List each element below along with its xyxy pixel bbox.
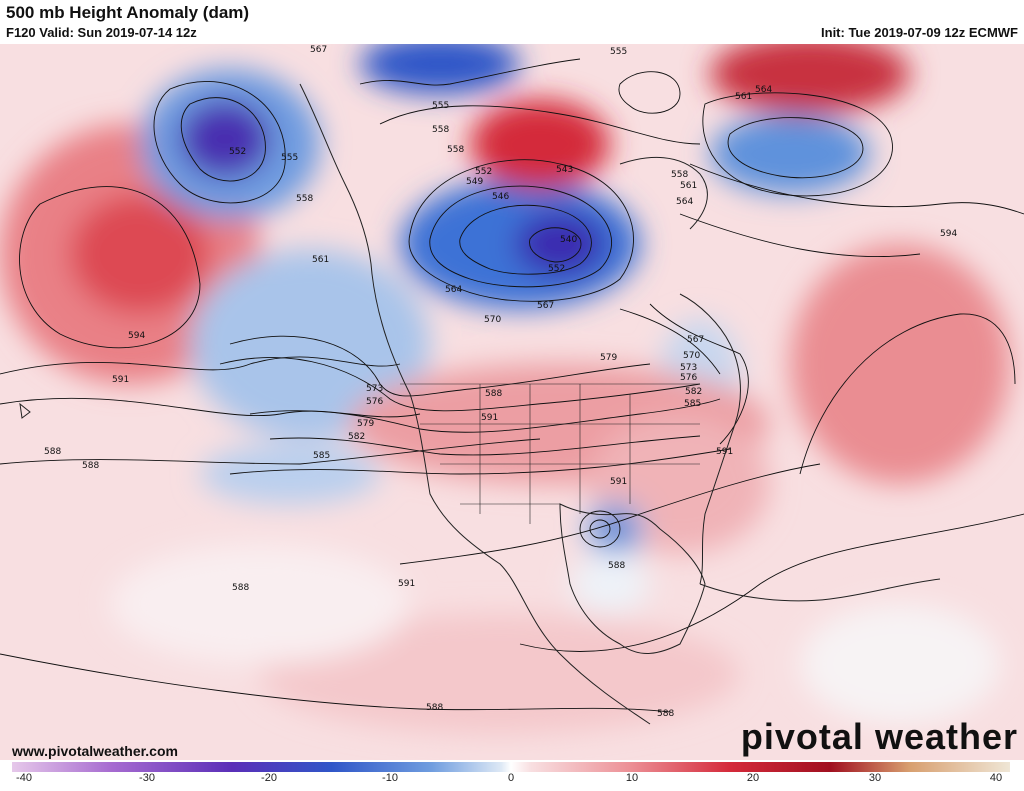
anomaly-subtropic-white	[800, 604, 1000, 724]
contour-label: 585	[684, 399, 701, 409]
website-url: www.pivotalweather.com	[12, 743, 178, 759]
contour-label: 588	[485, 389, 502, 399]
colorbar-ticks: -40 -30 -20 -10 0 10 20 30 40	[12, 772, 1010, 788]
contour-label: 561	[735, 92, 752, 102]
init-time: Init: Tue 2019-07-09 12z ECMWF	[821, 25, 1018, 40]
contour-label: 582	[685, 387, 702, 397]
anomaly-alaska-trough-core	[180, 101, 270, 177]
contour-label: 567	[310, 45, 327, 55]
contour-label: 582	[348, 432, 365, 442]
contour-label: 591	[610, 477, 627, 487]
contour-labels: 567 555 555 561 564 552 555 558 558 549 …	[44, 45, 957, 719]
colorbar-tick: -20	[261, 772, 277, 784]
pivotal-weather-logo: pivotal weather	[740, 716, 1018, 757]
anomaly-greenland-ridge	[470, 99, 610, 189]
contour-label: 552	[548, 264, 565, 274]
contour-label: 576	[366, 397, 383, 407]
contour-label: 564	[445, 285, 462, 295]
anomaly-hudson-trough-core	[515, 212, 605, 276]
contour-label: 576	[680, 373, 697, 383]
anomaly-gulf-weak	[570, 554, 650, 614]
colorbar-tick: 20	[746, 772, 760, 784]
contour-label: 594	[940, 229, 957, 239]
anomaly-westcoast-trough	[190, 249, 430, 439]
contour-label: 567	[537, 301, 554, 311]
anomaly-gulf-low-core	[603, 518, 627, 540]
contour-label: 558	[671, 170, 688, 180]
colorbar-tick: 40	[989, 772, 1003, 784]
contour-label: 579	[357, 419, 374, 429]
contour-label: 588	[426, 703, 443, 713]
contour-label: 588	[608, 561, 625, 571]
contour-label: 555	[281, 153, 298, 163]
contour-label: 591	[716, 447, 733, 457]
contour-label: 585	[313, 451, 330, 461]
contour-label: 573	[680, 363, 697, 373]
contour-label: 543	[556, 165, 573, 175]
map-title: 500 mb Height Anomaly (dam)	[6, 3, 250, 22]
contour-label: 549	[466, 177, 483, 187]
contour-label: 570	[484, 315, 501, 325]
colorbar-tick: -40	[16, 772, 32, 784]
anomaly-mid-pacific-white	[110, 544, 410, 664]
colorbar-tick: 10	[625, 772, 639, 784]
contour-label: 561	[312, 255, 329, 265]
weather-map: 567 555 555 561 564 552 555 558 558 549 …	[0, 44, 1024, 760]
contour-label: 591	[481, 413, 498, 423]
contour-label: 552	[475, 167, 492, 177]
height-contours	[0, 58, 1024, 713]
contour-label: 570	[683, 351, 700, 361]
anomaly-atlantic-ridge	[790, 244, 1010, 484]
anomaly-greenland-east-ridge	[710, 44, 910, 114]
colorbar-tick: -10	[382, 772, 398, 784]
coastlines	[19, 83, 941, 725]
contour-label: 588	[44, 447, 61, 457]
contour-label: 555	[610, 47, 627, 57]
contour-label: 579	[600, 353, 617, 363]
colorbar-tick: -30	[139, 772, 155, 784]
anomaly-pacific-ridge-core	[70, 194, 210, 314]
colorbar-tick: 30	[868, 772, 882, 784]
contour-label: 552	[229, 147, 246, 157]
contour-label: 588	[82, 461, 99, 471]
contour-label: 567	[687, 335, 704, 345]
contour-label: 540	[560, 235, 577, 245]
contour-label: 558	[447, 145, 464, 155]
contour-label: 561	[680, 181, 697, 191]
contour-label: 558	[432, 125, 449, 135]
colorbar-tick: 0	[507, 772, 515, 784]
contour-label: 555	[432, 101, 449, 111]
contour-label: 591	[112, 375, 129, 385]
valid-time: F120 Valid: Sun 2019-07-14 12z	[6, 25, 197, 40]
colorbar	[12, 762, 1010, 772]
contour-label: 588	[232, 583, 249, 593]
contour-label: 546	[492, 192, 509, 202]
contour-label: 558	[296, 194, 313, 204]
contour-label: 564	[676, 197, 693, 207]
contour-label: 588	[657, 709, 674, 719]
anomaly-atlantic-trough	[710, 114, 870, 194]
header: 500 mb Height Anomaly (dam) F120 Valid: …	[0, 0, 1024, 44]
contour-label: 591	[398, 579, 415, 589]
anomaly-northern-pacific-trough	[200, 444, 380, 504]
contour-label: 594	[128, 331, 145, 341]
contour-label: 564	[755, 85, 772, 95]
contour-label: 573	[366, 384, 383, 394]
